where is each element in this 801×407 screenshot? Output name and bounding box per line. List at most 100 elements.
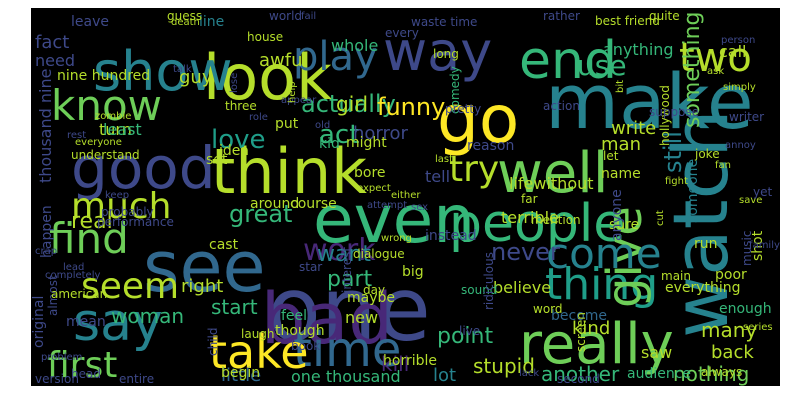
cloud-word: look [203,41,332,114]
cloud-word: course [290,196,337,212]
cloud-word: time [293,322,401,378]
cloud-word: laugh [241,327,275,341]
cloud-word: right [181,276,223,297]
cloud-word: head [71,367,101,381]
cloud-word: enough [719,301,772,317]
cloud-word: kill [381,352,409,376]
cloud-word: end [519,31,617,91]
cloud-word: sex [411,202,428,213]
cloud-word: girl [336,92,368,116]
cloud-word: feel [281,308,307,324]
cloud-word: yet [753,185,772,199]
cloud-word: terrible [501,208,559,227]
cloud-word: someone [685,159,701,223]
cloud-word: one [267,258,431,361]
cloud-word: begin [221,365,260,381]
cloud-word: writer [729,110,764,124]
cloud-word: poor [715,267,747,283]
cloud-word: guess [167,9,202,23]
cloud-word: performance [97,215,174,229]
cloud-word: little [221,365,261,386]
cloud-word: great [229,200,292,228]
cloud-word: turn [99,120,132,139]
cloud-word: nothing [673,362,749,386]
cloud-word: use [577,49,627,82]
cloud-word: ridiculous [482,252,496,310]
cloud-word: say [73,293,163,353]
cloud-word: lack [519,368,539,379]
cloud-word: take [209,325,309,379]
word-cloud: one bad watch make even see go look think good wel… [31,8,780,386]
cloud-word: believe [493,278,551,297]
cloud-word: name [601,166,641,182]
cloud-word: child [206,328,220,357]
cloud-word: back [711,342,754,363]
cloud-word: maybe [347,290,395,306]
cloud-word: dialogue [353,247,405,261]
cloud-word: comedy [448,66,462,114]
cloud-word: many [701,318,757,342]
cloud-word: role [249,112,268,123]
cloud-word: bore [354,165,386,181]
cloud-word: last [435,154,453,165]
cloud-word: cut [655,210,666,226]
cloud-word: thousand nine [36,69,55,183]
cloud-word: might [346,135,387,151]
cloud-word: crap [35,246,57,257]
cloud-word: long [433,47,459,61]
cloud-word: everything [665,280,741,296]
cloud-word: need [35,51,75,70]
cloud-word: call [719,42,747,61]
cloud-word: instead [425,228,477,244]
cloud-word: keep [105,190,129,201]
cloud-word: mention [531,213,581,227]
cloud-word: bad [261,278,393,360]
cloud-word: old [315,120,330,131]
cloud-word: rest [67,130,86,141]
cloud-word: leave [71,14,109,30]
cloud-word: fail [301,11,316,22]
cloud-word: cast [209,237,239,253]
cloud-word: try [449,149,499,190]
cloud-word: annoy [725,140,756,151]
cloud-word: want [317,242,371,267]
cloud-word: every [385,26,419,40]
cloud-word: word [533,302,563,316]
cloud-word: start [211,295,258,319]
cloud-word: fan [715,160,731,171]
cloud-word: bit [615,80,626,93]
cloud-word: lot [433,365,456,386]
cloud-word: kid [319,136,340,152]
cloud-word: actually [301,90,396,118]
cloud-word: either [391,190,421,201]
cloud-word: original [31,296,47,348]
cloud-word: person [721,35,755,46]
cloud-word: appear [281,95,317,106]
cloud-word: star [299,260,322,274]
cloud-word: let [603,149,619,163]
cloud-word: mean [66,314,106,330]
cloud-word: wrong [381,233,412,244]
cloud-word: least [103,120,142,139]
cloud-word: far [521,192,538,206]
cloud-word: action [543,99,580,113]
cloud-word: awful [259,50,308,71]
cloud-word: funny [377,93,445,121]
cloud-word: joke [694,147,720,161]
cloud-word: almost [46,275,60,316]
cloud-word: interest [340,247,354,293]
cloud-word: horrible [383,353,437,369]
cloud-word: watch [656,110,745,338]
cloud-word: first [47,345,117,386]
cloud-word: think [211,135,367,208]
cloud-word: see [143,226,266,308]
cloud-word: put [275,116,299,132]
cloud-word: talk [173,64,192,75]
cloud-word: main [661,269,691,283]
cloud-word: completely [45,270,100,281]
cloud-word: become [551,308,607,324]
cloud-word: people [449,194,625,254]
cloud-word: probably [101,205,154,219]
cloud-word: best friend [595,14,660,28]
cloud-word: quite [649,9,680,23]
